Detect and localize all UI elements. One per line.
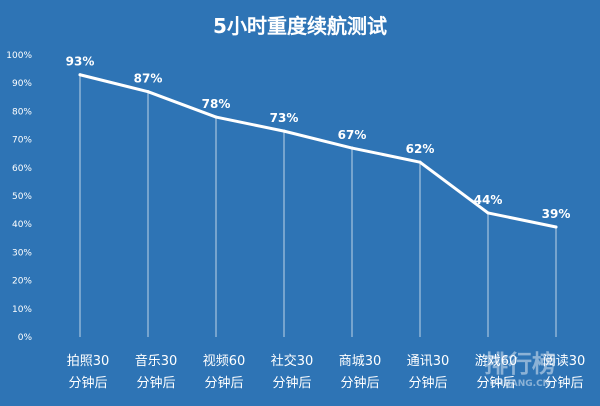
data-point: [554, 225, 558, 229]
x-tick-label-line: 商城30: [339, 354, 382, 369]
series-line: [78, 73, 558, 229]
x-tick-label-line: 分钟后: [204, 375, 243, 391]
y-tick-label: 40%: [12, 220, 32, 230]
x-tick-label: 通讯30 分钟后: [407, 354, 450, 391]
x-tick-label-line: 社交30: [271, 353, 314, 369]
data-point: [486, 211, 490, 215]
data-point: [418, 160, 422, 164]
x-tick-label-line: 分钟后: [544, 375, 583, 391]
y-tick-label: 0%: [18, 333, 33, 343]
data-label: 78%: [202, 97, 231, 111]
x-tick-label-line: 拍照30: [67, 354, 110, 369]
watermark-text: 排行榜: [484, 350, 556, 378]
drop-lines: [79, 74, 557, 337]
y-tick-label: 80%: [12, 107, 32, 117]
x-tick-label-line: 视频60: [203, 354, 246, 369]
data-label: 39%: [542, 207, 571, 221]
data-label: 44%: [474, 193, 503, 207]
y-tick-label: 20%: [12, 277, 32, 287]
x-tick-label-line: 分钟后: [272, 375, 311, 391]
y-tick-label: 50%: [12, 192, 32, 202]
y-tick-label: 70%: [12, 136, 32, 146]
data-label: 62%: [406, 142, 435, 156]
x-tick-label: 游戏60 分钟后: [475, 354, 518, 391]
y-axis: 0% 10% 20% 30% 40% 50% 60% 70% 80% 90% 100%: [6, 51, 32, 343]
x-tick-label: 商城30 分钟后: [339, 354, 382, 391]
x-tick-label: 视频60 分钟后: [203, 354, 246, 391]
y-tick-label: 10%: [12, 305, 32, 315]
y-tick-label: 100%: [6, 51, 32, 61]
data-point: [146, 90, 150, 94]
x-tick-label: 社交30 分钟后: [271, 353, 314, 391]
series-layer: 93% 87% 78% 73% 67% 62% 44% 39%: [66, 55, 571, 229]
x-tick-label-line: 分钟后: [136, 375, 175, 391]
watermark: 排行榜 PHBANG.CN: [484, 350, 556, 389]
x-tick-label-line: 分钟后: [340, 375, 379, 391]
x-axis: 拍照30 分钟后 音乐30 分钟后 视频60 分钟后 社交30 分钟后 商城30 分钟后 通讯30 分…: [67, 353, 586, 391]
x-tick-label: 阅读30 分钟后: [543, 354, 586, 391]
data-point: [78, 73, 82, 77]
y-tick-label: 60%: [12, 164, 32, 174]
x-tick-label-line: 分钟后: [408, 375, 447, 391]
x-tick-label: 拍照30 分钟后: [67, 354, 110, 391]
x-tick-label-line: 阅读30: [543, 354, 586, 369]
data-point: [350, 146, 354, 150]
y-tick-label: 90%: [12, 79, 32, 89]
x-tick-label-line: 音乐30: [135, 353, 178, 369]
data-label: 87%: [134, 72, 163, 86]
data-point: [214, 115, 218, 119]
chart-title: 5小时重度续航测试: [213, 14, 387, 38]
x-tick-label-line: 通讯30: [407, 354, 450, 369]
x-tick-label-line: 分钟后: [68, 375, 107, 391]
watermark-subtext: PHBANG.CN: [490, 379, 550, 389]
x-tick-label-line: 游戏60: [475, 354, 518, 369]
y-tick-label: 30%: [12, 248, 32, 258]
x-tick-label-line: 分钟后: [476, 375, 515, 391]
x-tick-label: 音乐30 分钟后: [135, 353, 178, 391]
data-label: 67%: [338, 128, 367, 142]
data-label: 93%: [66, 55, 95, 69]
data-point: [282, 129, 286, 133]
data-label: 73%: [270, 111, 299, 125]
